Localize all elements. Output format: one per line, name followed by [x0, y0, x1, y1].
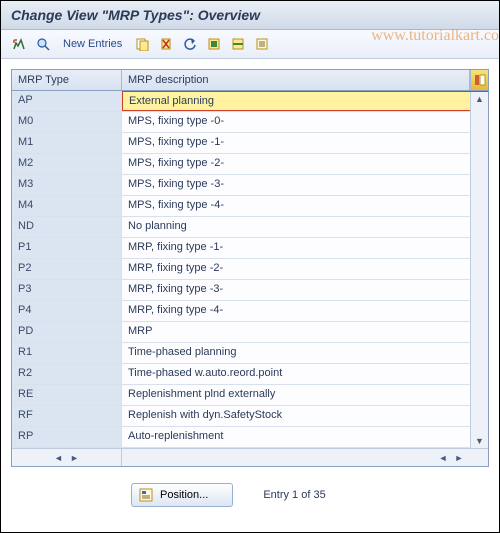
select-all-icon[interactable]: [204, 34, 224, 54]
horizontal-scroll-row: ◄ ► ◄ ►: [12, 448, 488, 466]
cell-mrp-type[interactable]: M0: [12, 112, 122, 132]
position-icon: [138, 487, 154, 503]
table-row[interactable]: M1MPS, fixing type -1-: [12, 133, 488, 154]
table-row[interactable]: M0MPS, fixing type -0-: [12, 112, 488, 133]
delete-icon[interactable]: [156, 34, 176, 54]
cell-mrp-description[interactable]: Replenishment plnd externally: [122, 385, 488, 405]
table-row[interactable]: M3MPS, fixing type -3-: [12, 175, 488, 196]
scroll-left-icon[interactable]: ◄: [52, 451, 66, 465]
toolbar: New Entries: [1, 30, 499, 59]
mrp-types-table: MRP Type MRP description APExternal plan…: [11, 69, 489, 467]
table-row[interactable]: NDNo planning: [12, 217, 488, 238]
cell-mrp-type[interactable]: M3: [12, 175, 122, 195]
entry-counter: Entry 1 of 35: [263, 489, 325, 501]
table-row[interactable]: APExternal planning: [12, 91, 488, 112]
cell-mrp-description[interactable]: MRP, fixing type -2-: [122, 259, 488, 279]
cell-mrp-description[interactable]: MRP, fixing type -3-: [122, 280, 488, 300]
table-row[interactable]: M4MPS, fixing type -4-: [12, 196, 488, 217]
table-row[interactable]: P2MRP, fixing type -2-: [12, 259, 488, 280]
page-title: Change View "MRP Types": Overview: [1, 1, 499, 30]
cell-mrp-description[interactable]: Time-phased w.auto.reord.point: [122, 364, 488, 384]
new-entries-button[interactable]: New Entries: [63, 38, 122, 50]
scroll-right-icon[interactable]: ►: [68, 451, 82, 465]
cell-mrp-description[interactable]: MPS, fixing type -3-: [122, 175, 488, 195]
cell-mrp-type[interactable]: P4: [12, 301, 122, 321]
table-row[interactable]: RFReplenish with dyn.SafetyStock: [12, 406, 488, 427]
cell-mrp-description[interactable]: Time-phased planning: [122, 343, 488, 363]
cell-mrp-type[interactable]: RE: [12, 385, 122, 405]
column-header-mrp-type[interactable]: MRP Type: [12, 70, 122, 90]
cell-mrp-type[interactable]: AP: [12, 91, 122, 111]
cell-mrp-description[interactable]: MPS, fixing type -0-: [122, 112, 488, 132]
scroll-down-icon[interactable]: ▼: [473, 434, 487, 448]
cell-mrp-description[interactable]: MPS, fixing type -1-: [122, 133, 488, 153]
table-row[interactable]: P4MRP, fixing type -4-: [12, 301, 488, 322]
cell-mrp-description[interactable]: Replenish with dyn.SafetyStock: [122, 406, 488, 426]
table-config-icon[interactable]: [470, 70, 488, 90]
config-icon[interactable]: [252, 34, 272, 54]
cell-mrp-type[interactable]: M4: [12, 196, 122, 216]
table-header-row: MRP Type MRP description: [12, 70, 488, 91]
cell-mrp-type[interactable]: P2: [12, 259, 122, 279]
table-row[interactable]: RPAuto-replenishment: [12, 427, 488, 448]
cell-mrp-type[interactable]: P3: [12, 280, 122, 300]
deselect-all-icon[interactable]: [228, 34, 248, 54]
table-row[interactable]: M2MPS, fixing type -2-: [12, 154, 488, 175]
table-row[interactable]: P3MRP, fixing type -3-: [12, 280, 488, 301]
scroll-up-icon[interactable]: ▲: [473, 92, 487, 106]
toggle-display-change-icon[interactable]: [9, 34, 29, 54]
cell-mrp-type[interactable]: RF: [12, 406, 122, 426]
table-row[interactable]: PDMRP: [12, 322, 488, 343]
table-row[interactable]: R2Time-phased w.auto.reord.point: [12, 364, 488, 385]
column-header-mrp-description[interactable]: MRP description: [122, 70, 470, 90]
cell-mrp-type[interactable]: R2: [12, 364, 122, 384]
cell-mrp-type[interactable]: M1: [12, 133, 122, 153]
cell-mrp-type[interactable]: RP: [12, 427, 122, 447]
undo-icon[interactable]: [180, 34, 200, 54]
position-button[interactable]: Position...: [131, 483, 233, 507]
cell-mrp-description[interactable]: MPS, fixing type -2-: [122, 154, 488, 174]
cell-mrp-description[interactable]: MPS, fixing type -4-: [122, 196, 488, 216]
cell-mrp-type[interactable]: PD: [12, 322, 122, 342]
scroll-right-icon[interactable]: ►: [452, 451, 466, 465]
table-row[interactable]: R1Time-phased planning: [12, 343, 488, 364]
scroll-left-icon[interactable]: ◄: [436, 451, 450, 465]
cell-mrp-description[interactable]: No planning: [122, 217, 488, 237]
cell-mrp-description[interactable]: MRP: [122, 322, 488, 342]
cell-mrp-type[interactable]: M2: [12, 154, 122, 174]
cell-mrp-type[interactable]: R1: [12, 343, 122, 363]
cell-mrp-description[interactable]: MRP, fixing type -4-: [122, 301, 488, 321]
cell-mrp-description[interactable]: External planning: [122, 91, 488, 111]
cell-mrp-description[interactable]: Auto-replenishment: [122, 427, 488, 447]
vertical-scrollbar[interactable]: ▲ ▼: [470, 92, 488, 448]
cell-mrp-type[interactable]: ND: [12, 217, 122, 237]
table-row[interactable]: P1MRP, fixing type -1-: [12, 238, 488, 259]
hscroll-col1[interactable]: ◄ ►: [122, 449, 488, 466]
cell-mrp-type[interactable]: P1: [12, 238, 122, 258]
table-body: APExternal planningM0MPS, fixing type -0…: [12, 91, 488, 448]
footer-bar: Position... Entry 1 of 35: [1, 471, 499, 519]
position-button-label: Position...: [160, 489, 208, 501]
cell-mrp-description[interactable]: MRP, fixing type -1-: [122, 238, 488, 258]
find-icon[interactable]: [33, 34, 53, 54]
copy-as-icon[interactable]: [132, 34, 152, 54]
hscroll-col0[interactable]: ◄ ►: [12, 449, 122, 466]
table-row[interactable]: REReplenishment plnd externally: [12, 385, 488, 406]
